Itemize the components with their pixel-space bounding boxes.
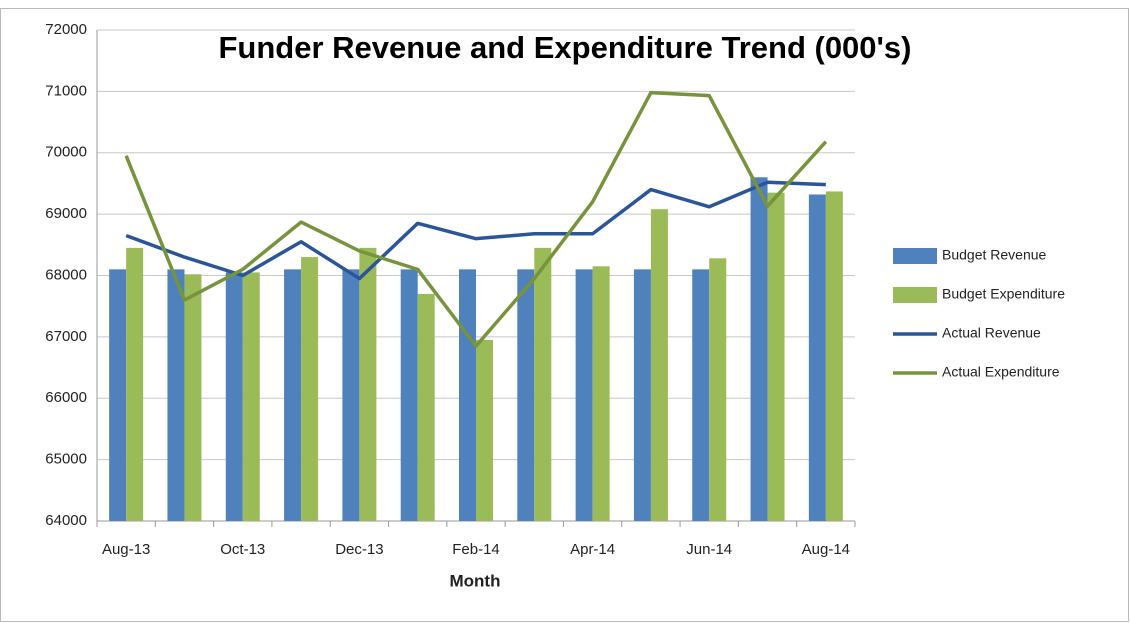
bar — [750, 177, 768, 522]
legend-swatch — [893, 248, 937, 264]
bar — [301, 257, 319, 521]
x-tick-label: Aug-14 — [802, 541, 850, 558]
x-tick-label: Aug-13 — [102, 541, 150, 558]
bar — [225, 272, 243, 521]
y-tick-label: 66000 — [45, 389, 87, 406]
bar — [167, 269, 185, 521]
bar — [808, 194, 826, 522]
legend: Budget Revenue Budget Expenditure Actual R… — [893, 247, 1065, 380]
bar — [592, 266, 610, 521]
line — [125, 180, 826, 281]
legend-label: Budget Revenue — [942, 247, 1047, 263]
line — [124, 90, 828, 348]
y-tick-label: 72000 — [45, 21, 87, 38]
y-tick-label: 70000 — [45, 144, 87, 161]
bar — [242, 272, 260, 521]
bar — [517, 269, 535, 521]
bar — [342, 269, 360, 521]
bar — [633, 269, 651, 521]
bar — [709, 258, 727, 521]
y-tick-label: 65000 — [45, 451, 87, 468]
x-tick-label: Dec-13 — [335, 541, 383, 558]
bar — [534, 247, 552, 521]
y-tick-label: 68000 — [45, 266, 87, 283]
bar — [417, 293, 435, 521]
bar — [825, 191, 843, 521]
bar — [476, 339, 493, 521]
y-tick-label: 67000 — [45, 328, 87, 345]
bar — [126, 247, 144, 521]
bar — [575, 269, 593, 521]
bar — [692, 269, 710, 521]
bar — [650, 209, 668, 521]
x-tick-label: Oct-13 — [220, 541, 265, 558]
y-tick-label: 71000 — [45, 82, 87, 99]
x-tick-label: Feb-14 — [452, 541, 500, 558]
bar — [359, 247, 377, 521]
chart-title: Funder Revenue and Expenditure Trend (00… — [219, 30, 912, 65]
bar — [284, 269, 302, 521]
legend-swatch — [893, 287, 937, 303]
x-axis-title: Month — [450, 571, 501, 590]
x-tick-label: Apr-14 — [570, 541, 615, 558]
legend-label: Actual Revenue — [942, 325, 1041, 341]
bar — [400, 269, 418, 521]
y-tick-label: 64000 — [45, 512, 87, 529]
bar — [184, 274, 202, 521]
x-tick-label: Jun-14 — [686, 541, 732, 558]
legend-label: Budget Expenditure — [942, 286, 1065, 302]
y-tick-label: 69000 — [45, 205, 87, 222]
legend-label: Actual Expenditure — [942, 364, 1060, 380]
bar — [767, 192, 785, 522]
bar — [459, 269, 476, 521]
bar — [109, 269, 127, 521]
